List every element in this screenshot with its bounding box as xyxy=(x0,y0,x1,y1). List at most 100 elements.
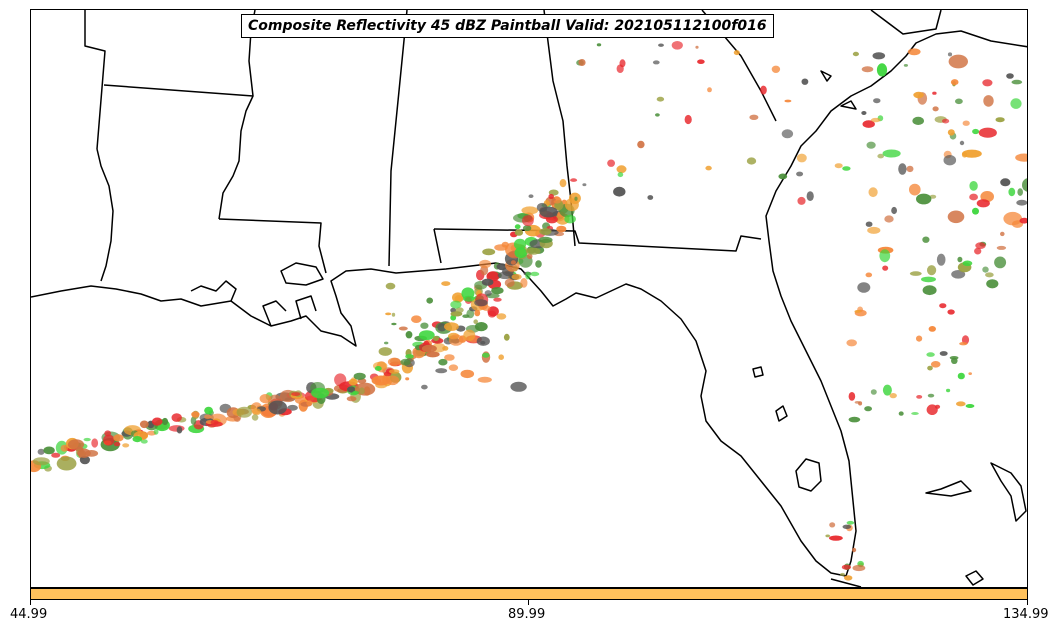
paintball-cell xyxy=(1011,79,1023,85)
paintball-cell xyxy=(122,443,130,448)
paintball-cell xyxy=(479,259,492,269)
paintball-cell xyxy=(493,297,502,302)
paintball-cell xyxy=(398,326,408,331)
paintball-cell xyxy=(385,312,392,316)
paintball-cell xyxy=(520,278,528,288)
paintball-cell xyxy=(862,120,875,128)
lake-pontchartrain xyxy=(280,262,324,286)
paintball-cell xyxy=(444,354,455,361)
paintball-cell xyxy=(916,335,923,342)
paintball-cell xyxy=(982,79,993,87)
paintball-cell xyxy=(559,179,567,188)
paintball-cell xyxy=(903,64,909,67)
paintball-cell xyxy=(852,51,860,57)
paintball-cell xyxy=(474,299,488,307)
paintball-cell xyxy=(839,572,846,577)
paintball-cell xyxy=(942,118,950,124)
paintball-cell xyxy=(448,334,464,346)
paintball-cell xyxy=(873,98,881,104)
paintball-cell xyxy=(462,295,475,302)
bahamas-1 xyxy=(925,480,972,497)
paintball-cell xyxy=(968,372,972,375)
paintball-cell xyxy=(37,448,45,455)
paintball-cell xyxy=(346,396,357,402)
paintball-cell xyxy=(191,411,200,418)
paintball-cell xyxy=(421,384,428,390)
paintball-cell xyxy=(926,352,935,357)
paintball-cell xyxy=(482,305,491,311)
map-canvas xyxy=(31,10,1027,587)
state-border-al-fl-west xyxy=(433,228,442,264)
paintball-cell xyxy=(204,414,212,420)
state-border-al-fl xyxy=(433,228,762,252)
paintball-cell xyxy=(778,173,788,180)
paintball-cell xyxy=(514,229,524,236)
paintball-cell xyxy=(972,207,979,215)
paintball-cell xyxy=(848,392,856,401)
paintball-cell xyxy=(482,248,496,256)
paintball-cell xyxy=(104,430,112,437)
paintball-cell xyxy=(962,149,982,158)
paintball-cell xyxy=(510,260,516,265)
paintball-cell xyxy=(596,43,602,47)
paintball-cell xyxy=(861,66,874,73)
paintball-cell xyxy=(865,272,873,278)
paintball-cell xyxy=(1022,178,1027,192)
paintball-cell xyxy=(387,357,401,367)
paintball-cell xyxy=(1008,187,1016,197)
paintball-cell xyxy=(613,186,626,197)
paintball-cell xyxy=(1003,211,1022,226)
paintball-cell xyxy=(1000,231,1005,237)
paintball-cell xyxy=(67,439,85,450)
paintball-cell xyxy=(796,153,807,163)
paintball-cell xyxy=(781,129,794,139)
paintball-cell xyxy=(442,346,449,351)
paintball-cell xyxy=(539,228,552,236)
paintball-cell xyxy=(514,224,521,230)
paintball-cell xyxy=(204,406,214,415)
paintball-cell xyxy=(498,354,505,361)
paintball-cell xyxy=(437,323,447,332)
paintball-cell xyxy=(582,183,587,187)
paintball-cell xyxy=(482,352,490,358)
paintball-cell xyxy=(882,265,889,271)
paintball-cell xyxy=(251,414,259,421)
paintball-cell xyxy=(383,371,392,377)
paintball-cell xyxy=(969,193,978,201)
paintball-cell xyxy=(951,270,966,279)
paintball-cell xyxy=(784,99,792,103)
paintball-cell xyxy=(957,256,963,263)
paintball-cell xyxy=(348,378,358,386)
paintball-cell xyxy=(877,153,884,159)
paintball-cell xyxy=(922,236,930,243)
paintball-cell xyxy=(948,54,968,69)
paintball-cell xyxy=(535,260,542,268)
paintball-cell xyxy=(939,303,947,309)
paintball-cell xyxy=(510,381,527,392)
state-border-la-ms xyxy=(218,218,327,274)
gulf-coast-west xyxy=(31,30,1027,577)
paintball-cell xyxy=(511,273,522,280)
paintball-cell xyxy=(985,272,994,278)
paintball-cell xyxy=(733,50,740,56)
paintball-cell xyxy=(400,358,411,366)
paintball-cell xyxy=(922,285,937,296)
paintball-cell xyxy=(521,206,539,215)
paintball-cell xyxy=(916,193,932,205)
sc-coast-detail xyxy=(820,70,857,110)
paintball-cell xyxy=(951,357,958,364)
paintball-cell xyxy=(898,163,907,175)
paintball-cell xyxy=(842,166,851,171)
paintball-cell xyxy=(438,358,448,366)
paintball-cell xyxy=(503,333,510,341)
paintball-cell xyxy=(388,369,400,374)
paintball-cell xyxy=(936,253,946,266)
paintball-cell xyxy=(939,351,948,356)
paintball-cell xyxy=(564,214,576,224)
paintball-cell xyxy=(386,375,400,386)
paintball-cell xyxy=(882,384,892,396)
paintball-cell xyxy=(760,85,767,95)
paintball-cell xyxy=(916,395,923,399)
paintball-cell xyxy=(705,165,712,171)
paintball-cell xyxy=(695,45,699,49)
